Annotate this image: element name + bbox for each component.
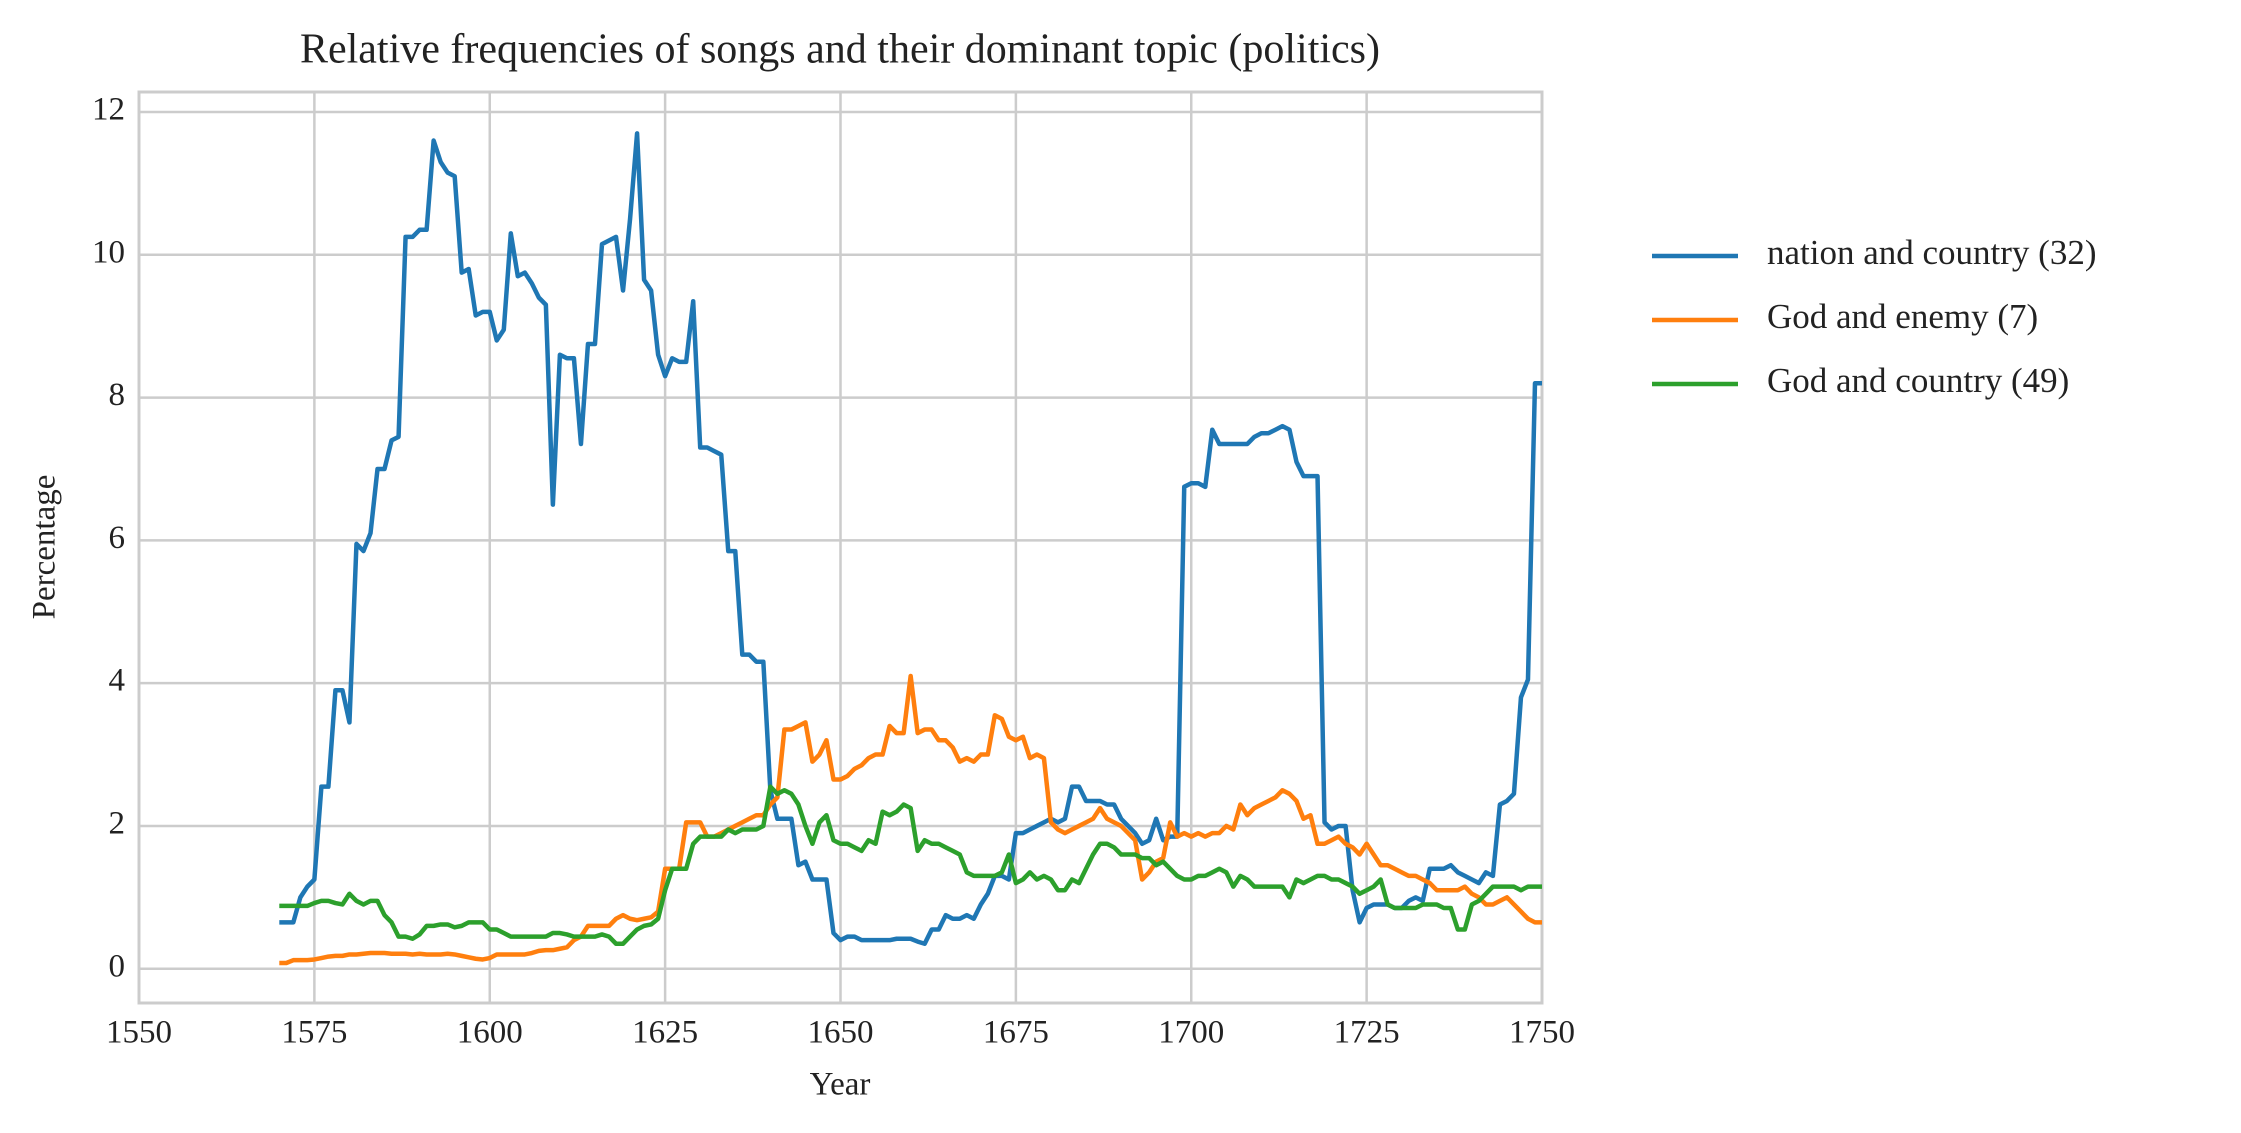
x-tick-label: 1575: [281, 1015, 347, 1051]
legend-label: God and country (49): [1767, 361, 2069, 400]
chart-title: Relative frequencies of songs and their …: [300, 27, 1380, 73]
x-tick-label: 1600: [457, 1015, 523, 1051]
y-tick-label: 0: [109, 948, 126, 984]
legend-label: nation and country (32): [1767, 233, 2097, 272]
legend-label: God and enemy (7): [1767, 297, 2038, 336]
y-tick-label: 8: [109, 377, 126, 413]
x-tick-label: 1650: [808, 1015, 874, 1051]
y-tick-label: 10: [92, 234, 125, 270]
y-axis-label: Percentage: [27, 475, 63, 620]
y-tick-label: 4: [109, 663, 126, 699]
series-line: [279, 673, 1542, 966]
x-tick-label: 1625: [632, 1015, 698, 1051]
x-tick-label: 1725: [1334, 1015, 1400, 1051]
x-tick-label: 1700: [1158, 1015, 1224, 1051]
series-line: [279, 131, 1542, 946]
x-tick-label: 1550: [106, 1015, 172, 1051]
x-tick-label: 1750: [1509, 1015, 1575, 1051]
y-tick-label: 2: [109, 806, 126, 842]
y-tick-label: 12: [92, 92, 125, 128]
x-tick-label: 1675: [983, 1015, 1049, 1051]
x-axis-label: Year: [810, 1067, 871, 1103]
plot-frame: [137, 90, 1544, 1005]
series-line: [279, 784, 1542, 946]
y-tick-label: 6: [109, 520, 126, 556]
